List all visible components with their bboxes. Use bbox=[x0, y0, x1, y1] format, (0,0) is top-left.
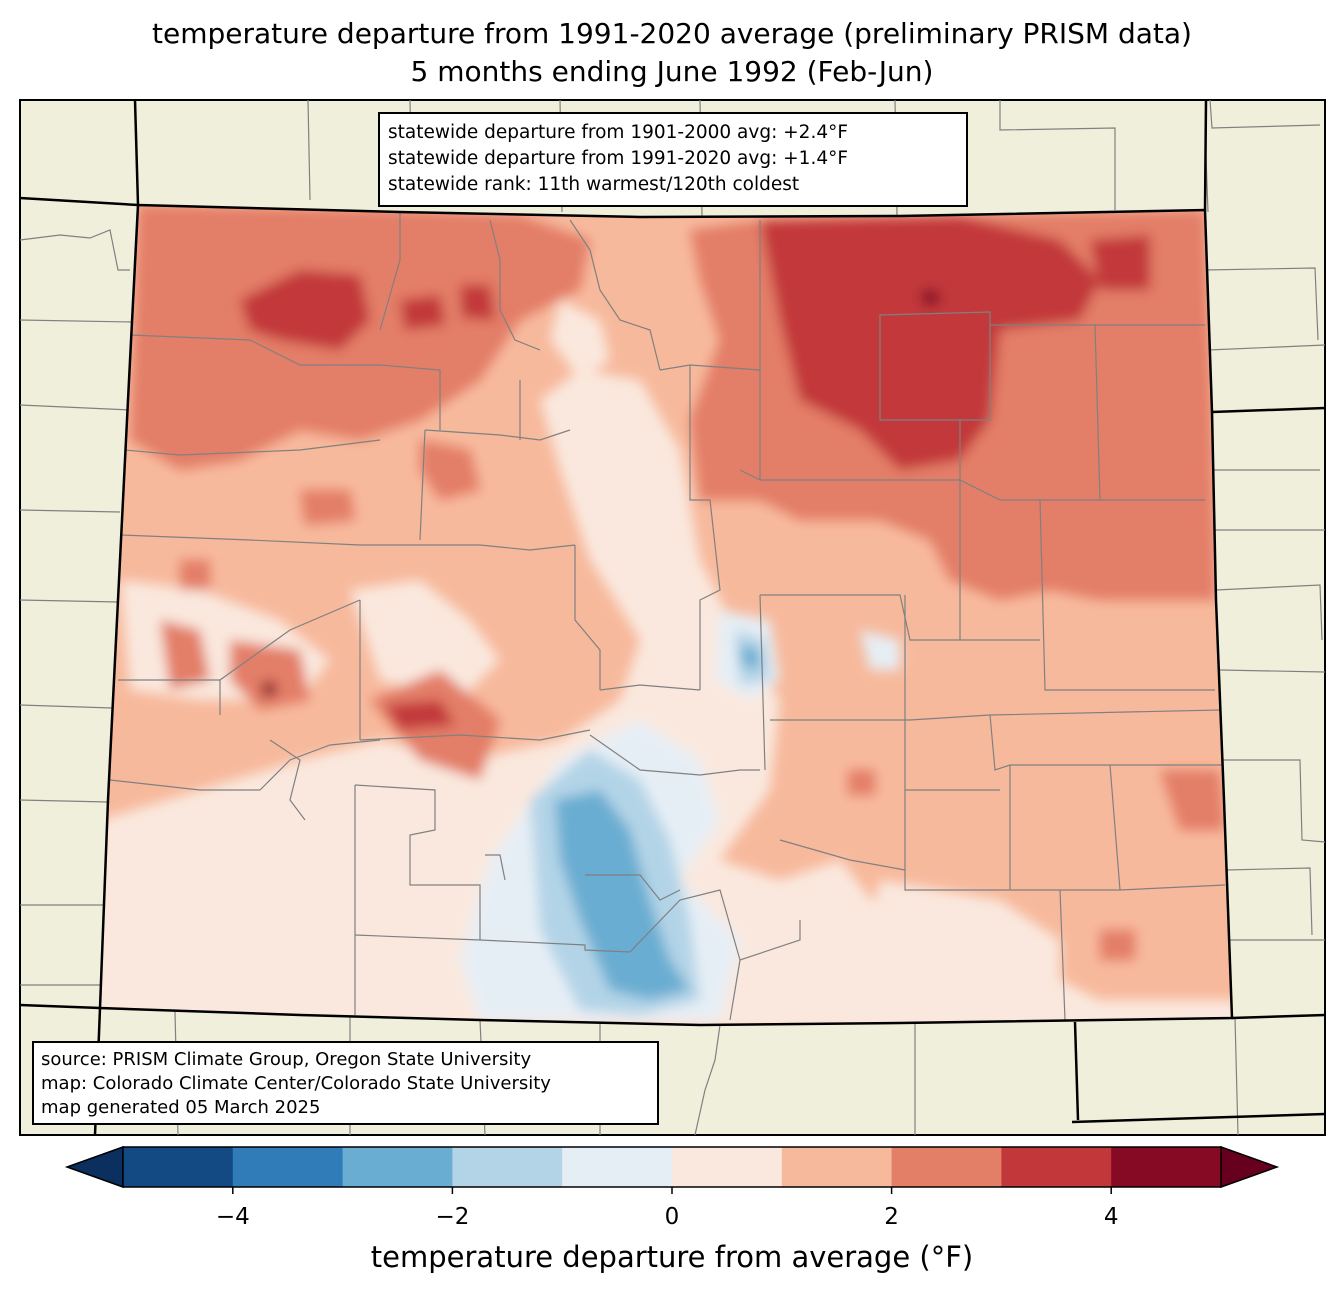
stats-departure-1901-2000: statewide departure from 1901-2000 avg: … bbox=[388, 122, 848, 143]
colorbar-bin-1 bbox=[232, 1147, 344, 1187]
stats-departure-1991-2020: statewide departure from 1991-2020 avg: … bbox=[388, 148, 848, 169]
colorbar-tick-label: −2 bbox=[435, 1204, 469, 1230]
colorbar-bin-9 bbox=[1111, 1147, 1222, 1187]
colorbar-tick-label: −4 bbox=[216, 1204, 250, 1230]
credits-box: source: PRISM Climate Group, Oregon Stat… bbox=[32, 1041, 659, 1125]
stats-rank: statewide rank: 11th warmest/120th colde… bbox=[388, 174, 800, 195]
colorbar-bin-6 bbox=[781, 1147, 893, 1187]
colorbar-bin-5 bbox=[672, 1147, 783, 1187]
colorbar-over-arrow bbox=[1220, 1145, 1280, 1189]
colorbar-bin-3 bbox=[452, 1147, 563, 1187]
colorbar-tick-label: 0 bbox=[665, 1204, 680, 1230]
colorbar-bin-2 bbox=[342, 1147, 453, 1187]
colorbar: −4 −2 0 2 4 bbox=[64, 1145, 1280, 1230]
colorbar-bin-8 bbox=[1001, 1147, 1112, 1187]
colorbar-tick-label: 4 bbox=[1104, 1204, 1119, 1230]
colorbar-tick-label: 2 bbox=[884, 1204, 899, 1230]
colorbar-bin-4 bbox=[562, 1147, 673, 1187]
map-title-line2: 5 months ending June 1992 (Feb-Jun) bbox=[410, 55, 934, 88]
credits-map: map: Colorado Climate Center/Colorado St… bbox=[41, 1073, 551, 1094]
credits-source: source: PRISM Climate Group, Oregon Stat… bbox=[41, 1049, 532, 1070]
colorbar-under-arrow bbox=[64, 1145, 124, 1189]
colorbar-bin-7 bbox=[891, 1147, 1002, 1187]
statewide-stats-box: statewide departure from 1901-2000 avg: … bbox=[378, 112, 968, 207]
colorbar-label: temperature departure from average (°F) bbox=[370, 1240, 974, 1274]
map-title-line1: temperature departure from 1991-2020 ave… bbox=[152, 17, 1192, 50]
credits-generated: map generated 05 March 2025 bbox=[41, 1097, 321, 1118]
colorbar-bin-0 bbox=[123, 1147, 234, 1187]
colorado-county-lines bbox=[109, 212, 1226, 1021]
